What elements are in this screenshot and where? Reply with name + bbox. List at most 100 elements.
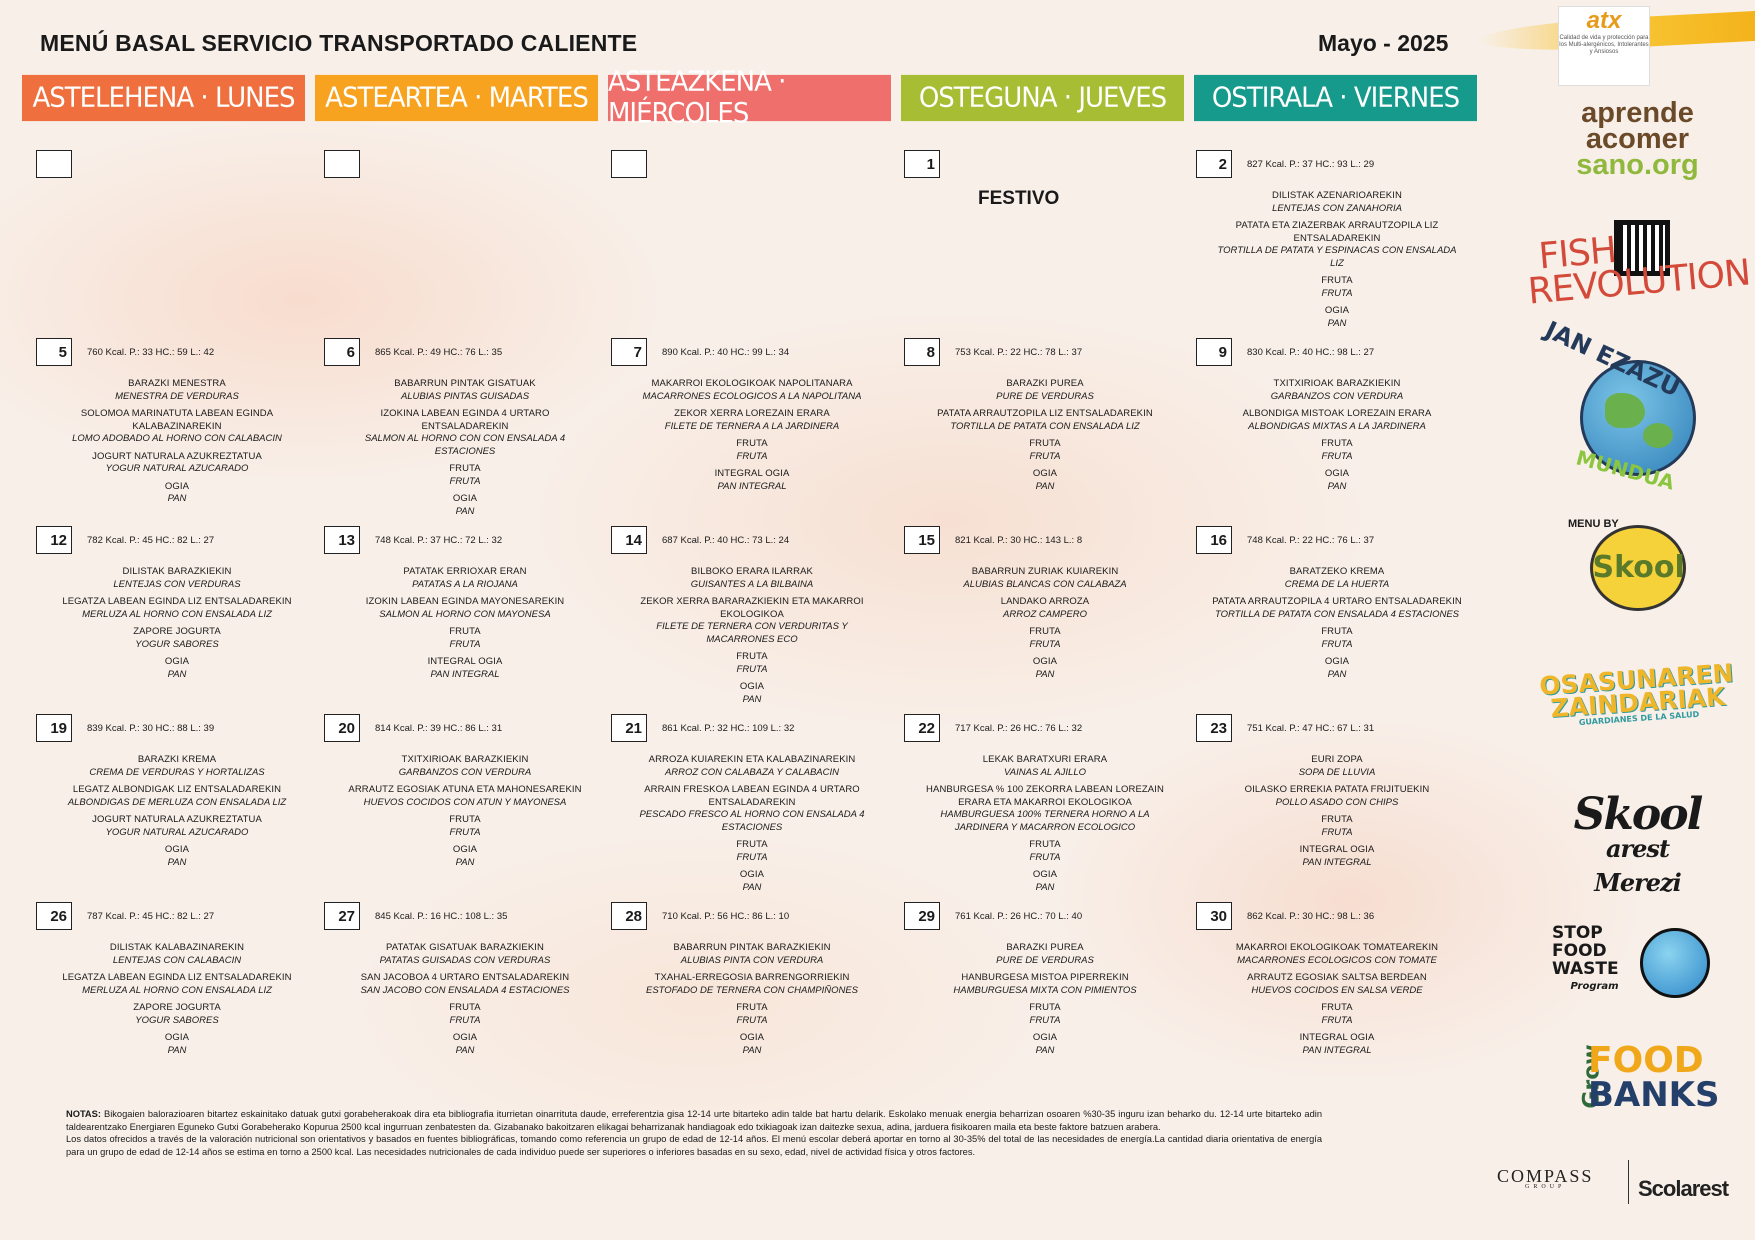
dish-name-spanish: PAN (167, 1044, 187, 1056)
dish-item: BABARRUN PINTAK BARAZKIEKIN ALUBIAS PINTA… (625, 942, 879, 967)
dish-item: ZAPORE JOGURTA YOGUR SABORES (50, 1002, 304, 1027)
day-number: 8 (904, 338, 940, 366)
dish-name-spanish: PAN (1035, 480, 1055, 492)
dish-name-basque: ARRAUTZ EGOSIAK SALTSA BERDEAN (1247, 972, 1427, 983)
dish-name-spanish: PATATAS A LA RIOJANA (412, 578, 518, 590)
day-number (611, 150, 647, 178)
day-number: 30 (1196, 902, 1232, 930)
dish-name-spanish: FRUTA (449, 475, 481, 487)
notes-label: NOTAS: (66, 1109, 101, 1119)
day-number: 29 (904, 902, 940, 930)
dish-item: ZEKOR XERRA BARARAZKIEKIN ETA MAKARROI E… (625, 596, 879, 646)
dish-name-basque: LANDAKO ARROZA (1000, 596, 1090, 607)
day-cell: 27 845 Kcal. P.: 16 HC.: 108 L.: 35 PATATA… (308, 902, 591, 1082)
dish-name-basque: FRUTA (1029, 839, 1061, 850)
day-number (36, 150, 72, 178)
dish-name-spanish: HUEVOS COCIDOS EN SALSA VERDE (1251, 984, 1423, 996)
dish-name-spanish: SOPA DE LLUVIA (1298, 766, 1376, 778)
nutrition-info: 827 Kcal. P.: 37 HC.: 93 L.: 29 (1247, 159, 1375, 170)
dish-name-spanish: SALMON AL HORNO CON MAYONESA (379, 608, 551, 620)
dish-item: BABARRUN ZURIAK KUIAREKIN ALUBIAS BLANCAS… (918, 566, 1172, 591)
dish-name-spanish: FRUTA (736, 851, 768, 863)
notes-spanish: Los datos ofrecidos a través de la valor… (66, 1134, 1322, 1157)
dish-name-spanish: FILETE DE TERNERA A LA JARDINERA (664, 420, 840, 432)
dish-name-spanish: PAN (1327, 480, 1347, 492)
dish-name-basque: SOLOMOA MARINATUTA LABEAN EGINDA KALABAZ… (80, 408, 274, 432)
menu-list: BARAZKI PUREA PURE DE VERDURAS PATATA ARRA… (918, 378, 1172, 498)
dish-item: FRUTA FRUTA (918, 839, 1172, 864)
dish-item: OGIA PAN (338, 844, 592, 869)
dish-name-basque: ARRAUTZ EGOSIAK ATUNA ETA MAHONESAREKIN (348, 784, 582, 795)
dish-item: FRUTA FRUTA (625, 651, 879, 676)
dish-name-basque: FRUTA (449, 626, 481, 637)
day-number: 20 (324, 714, 360, 742)
dish-name-spanish: MERLUZA AL HORNO CON ENSALADA LIZ (82, 984, 272, 996)
dish-name-spanish: FRUTA (1029, 851, 1061, 863)
dish-item: BILBOKO ERARA ILARRAK GUISANTES A LA BILB… (625, 566, 879, 591)
nutrition-info: 687 Kcal. P.: 40 HC.: 73 L.: 24 (662, 535, 790, 546)
dish-item: OGIA PAN (1210, 656, 1464, 681)
dish-item: ZAPORE JOGURTA YOGUR SABORES (50, 626, 304, 651)
dish-item: PATATA ARRAUTZOPILA 4 URTARO ENTSALADARE… (1210, 596, 1464, 621)
dish-item: FRUTA FRUTA (625, 438, 879, 463)
day-cell (308, 150, 591, 330)
menu-list: MAKARROI EKOLOGIKOAK TOMATEAREKIN MACARRO… (1210, 942, 1464, 1062)
dish-item: FRUTA FRUTA (625, 839, 879, 864)
dish-name-spanish: MERLUZA AL HORNO CON ENSALADA LIZ (82, 608, 272, 620)
day-number: 23 (1196, 714, 1232, 742)
day-cell: 20 814 Kcal. P.: 39 HC.: 86 L.: 31 TXITXIR… (308, 714, 591, 894)
jan-ezazu-mundua-logo: JAN EZAZU MUNDUA (1520, 316, 1755, 495)
dish-item: PATATA ARRAUTZOPILA LIZ ENTSALADAREKIN TO… (918, 408, 1172, 433)
dish-name-spanish: PAN (455, 505, 475, 517)
stop-food-waste-logo: STOP FOOD WASTE Program (1520, 918, 1755, 1008)
day-cell: 29 761 Kcal. P.: 26 HC.: 70 L.: 40 BARAZKI… (888, 902, 1171, 1082)
dish-name-spanish: PAN (1035, 881, 1055, 893)
dish-name-basque: ARROZA KUIAREKIN ETA KALABAZINAREKIN (648, 754, 856, 765)
dish-name-spanish: PAN (167, 493, 187, 504)
dish-name-spanish: PAN (167, 668, 187, 680)
dish-name-spanish: FRUTA (736, 450, 768, 462)
dish-item: OGIA PAN (918, 869, 1172, 894)
dish-item: OGIA PAN (918, 468, 1172, 493)
dish-name-basque: LEGATZA LABEAN EGINDA LIZ ENTSALADAREKIN (62, 972, 292, 983)
dish-name-basque: FRUTA (449, 463, 481, 474)
day-cell: 21 861 Kcal. P.: 32 HC.: 109 L.: 32 ARROZA… (595, 714, 878, 894)
nutrition-info: 814 Kcal. P.: 39 HC.: 86 L.: 31 (375, 723, 503, 734)
dish-name-basque: PATATAK GISATUAK BARAZKIEKIN (386, 942, 544, 953)
dish-name-basque: FRUTA (1321, 438, 1353, 449)
dish-name-basque: OGIA (164, 480, 190, 492)
day-number: 28 (611, 902, 647, 930)
day-cell: 13 748 Kcal. P.: 37 HC.: 72 L.: 32 PATATAK… (308, 526, 591, 706)
day-cell: 26 787 Kcal. P.: 45 HC.: 82 L.: 27 DILISTA… (20, 902, 303, 1082)
dish-name-spanish: HUEVOS COCIDOS CON ATUN Y MAYONESA (363, 796, 567, 808)
dish-item: PATATAK GISATUAK BARAZKIEKIN PATATAS GUIS… (338, 942, 592, 967)
dish-item: INTEGRAL OGIA PAN INTEGRAL (1210, 1032, 1464, 1057)
menu-month: Mayo - 2025 (1318, 30, 1449, 56)
dish-name-spanish: PURE DE VERDURAS (996, 954, 1094, 966)
dish-name-spanish: LOMO ADOBADO AL HORNO CON CALABACIN (72, 433, 282, 444)
menu-list: ARROZA KUIAREKIN ETA KALABAZINAREKIN ARRO… (625, 754, 879, 899)
dish-name-spanish: PATATAS GUISADAS CON VERDURAS (379, 954, 551, 966)
dish-name-spanish: ARROZ CON CALABAZA Y CALABACIN (664, 766, 840, 778)
dish-name-basque: BARAZKI MENESTRA (128, 378, 226, 389)
nutrition-info: 717 Kcal. P.: 26 HC.: 76 L.: 32 (955, 723, 1083, 734)
dish-item: HANBURGESA MISTOA PIPERREKIN HAMBURGUESA … (918, 972, 1172, 997)
day-number: 13 (324, 526, 360, 554)
dish-name-basque: LEKAK BARATXURI ERARA (982, 754, 1108, 765)
dish-name-spanish: PAN INTEGRAL (1302, 856, 1372, 868)
dish-name-spanish: FRUTA (449, 826, 481, 838)
dish-name-spanish: PAN (167, 856, 187, 868)
nutrition-info: 862 Kcal. P.: 30 HC.: 98 L.: 36 (1247, 911, 1375, 922)
menu-list: BARAZKI MENESTRA MENESTRA DE VERDURAS SOLO… (50, 378, 304, 511)
dish-name-spanish: FRUTA (1321, 826, 1353, 838)
dish-name-basque: OGIA (1032, 1032, 1058, 1043)
dish-item: OGIA PAN (918, 656, 1172, 681)
dish-name-spanish: PAN (742, 1044, 762, 1056)
dish-item: TXAHAL-ERREGOSIA BARRENGORRIEKIN ESTOFADO… (625, 972, 879, 997)
day-number: 14 (611, 526, 647, 554)
day-header: ASTEARTEA · MARTES (315, 74, 598, 122)
menu-list: PATATAK GISATUAK BARAZKIEKIN PATATAS GUIS… (338, 942, 592, 1062)
dish-name-spanish: ALUBIAS BLANCAS CON CALABAZA (963, 578, 1127, 590)
dish-name-spanish: LENTEJAS CON CALABACIN (112, 954, 242, 966)
dish-name-basque: LEGATZA LABEAN EGINDA LIZ ENTSALADAREKIN (62, 596, 292, 607)
